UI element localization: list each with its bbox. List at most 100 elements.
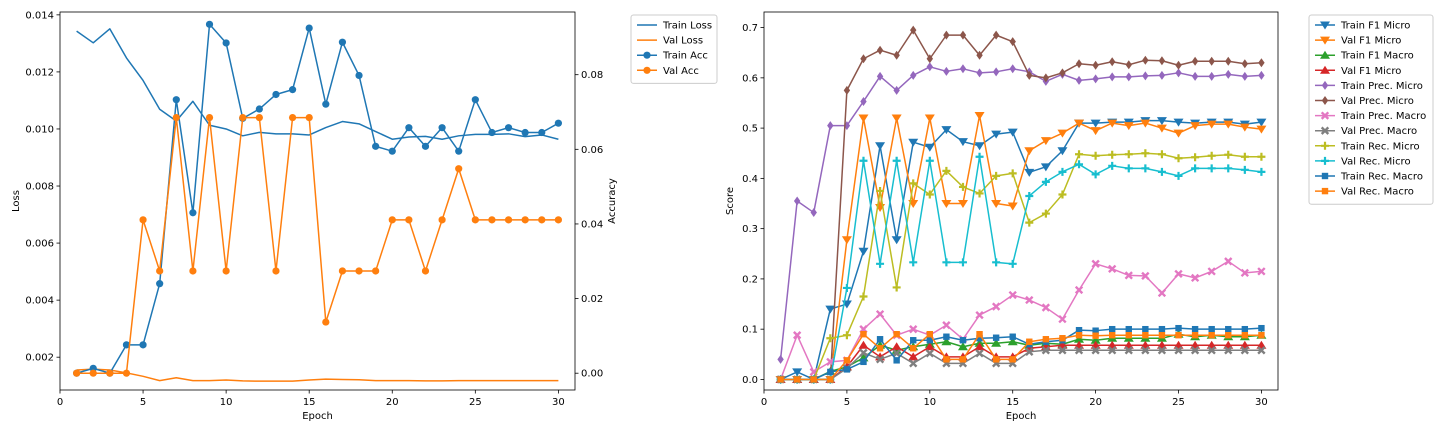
legend-label-6: Train Prec. Macro [1340,111,1426,122]
data-point-3-6 [156,267,163,274]
data-point-10-27 [1208,326,1214,332]
data-point-11-13 [976,331,982,337]
data-point-10-6 [860,359,866,365]
data-point-10-11 [943,334,949,340]
data-point-10-28 [1225,326,1231,332]
data-point-2-17 [339,39,346,46]
data-point-10-15 [1010,334,1016,340]
data-point-2-25 [472,96,479,103]
data-point-3-9 [206,114,213,121]
legend-label-4: Train Prec. Micro [1340,81,1423,92]
data-point-2-26 [488,129,495,136]
data-point-11-9 [910,345,916,351]
data-point-10-29 [1242,326,1248,332]
data-point-3-2 [90,370,97,377]
legend-label-2: Train F1 Macro [1340,51,1414,62]
data-point-3-8 [189,267,196,274]
y-tick-label-5: 0.012 [25,67,54,78]
x-tick-label-4: 20 [386,397,399,408]
data-point-3-7 [173,114,180,121]
y-tick-label-4: 0.010 [25,124,54,135]
x-tick-label-6: 30 [1255,397,1268,408]
x-tick-label-0: 0 [761,397,767,408]
y-tick-label-6: 0.014 [25,10,54,21]
data-point-3-30 [555,216,562,223]
x-tick-label-0: 0 [57,397,63,408]
data-point-3-3 [106,370,113,377]
data-point-11-4 [827,376,833,382]
data-point-11-17 [1043,336,1049,342]
data-point-2-23 [438,124,445,131]
data-point-3-15 [306,114,313,121]
legend-label-0: Train F1 Micro [1340,21,1410,32]
data-point-11-23 [1142,332,1148,338]
y-tick-label-6: 0.6 [742,73,758,84]
y-tick-label-3: 0.008 [25,182,54,193]
data-point-3-1 [73,370,80,377]
data-point-2-22 [422,143,429,150]
data-point-3-16 [322,318,329,325]
data-point-2-8 [189,209,196,216]
data-point-2-6 [156,280,163,287]
data-point-2-27 [505,124,512,131]
data-point-3-23 [438,216,445,223]
data-point-3-13 [272,267,279,274]
data-point-11-25 [1175,332,1181,338]
y-tick-label-0: 0.0 [742,375,758,386]
data-point-2-18 [355,72,362,79]
data-point-11-21 [1109,332,1115,338]
legend-label-9: Val Rec. Micro [1341,156,1411,167]
data-point-2-20 [389,148,396,155]
data-point-3-24 [455,165,462,172]
data-point-11-14 [993,356,999,362]
data-point-10-4 [827,369,833,375]
y-tick-label-4: 0.4 [742,174,758,185]
x-tick-label-2: 10 [923,397,936,408]
data-point-3-12 [256,114,263,121]
data-point-2-29 [538,129,545,136]
x-tick-label-1: 5 [140,397,146,408]
y-tick-label-2: 0.2 [742,274,758,285]
data-point-11-15 [1010,356,1016,362]
data-point-2-24 [455,148,462,155]
data-point-3-18 [355,267,362,274]
data-point-3-26 [488,216,495,223]
data-point-3-27 [505,216,512,223]
data-point-11-22 [1126,332,1132,338]
data-point-11-2 [794,376,800,382]
data-point-11-12 [960,356,966,362]
x-tick-label-3: 15 [303,397,316,408]
data-point-2-16 [322,101,329,108]
legend-marker-10 [1322,173,1328,179]
x-tick-label-2: 10 [220,397,233,408]
x-tick-label-5: 25 [469,397,482,408]
data-point-10-7 [877,336,883,342]
legend-label-3: Val F1 Micro [1341,66,1401,77]
data-point-3-28 [522,216,529,223]
data-point-10-8 [893,357,899,363]
data-point-11-30 [1258,332,1264,338]
data-point-3-17 [339,267,346,274]
y-tick-label-0: 0.002 [25,353,54,364]
x-tick-label-4: 20 [1089,397,1102,408]
x-tick-label-1: 5 [844,397,850,408]
y2-tick-label-3: 0.06 [581,145,603,156]
data-point-11-3 [811,376,817,382]
data-point-3-29 [538,216,545,223]
data-point-10-5 [844,366,850,372]
y2-tick-label-0: 0.00 [581,369,603,380]
data-point-3-11 [239,114,246,121]
data-point-11-20 [1092,333,1098,339]
legend-label-1: Val Loss [663,36,703,47]
data-point-3-5 [139,216,146,223]
data-point-2-28 [522,129,529,136]
data-point-2-14 [289,86,296,93]
y2-tick-label-1: 0.02 [581,294,603,305]
legend-label-7: Val Prec. Macro [1341,126,1417,137]
y-tick-label-1: 0.1 [742,325,758,336]
legend-label-8: Train Rec. Micro [1340,141,1420,152]
data-point-3-25 [472,216,479,223]
data-point-11-19 [1076,332,1082,338]
data-point-10-26 [1192,326,1198,332]
data-point-11-5 [844,357,850,363]
